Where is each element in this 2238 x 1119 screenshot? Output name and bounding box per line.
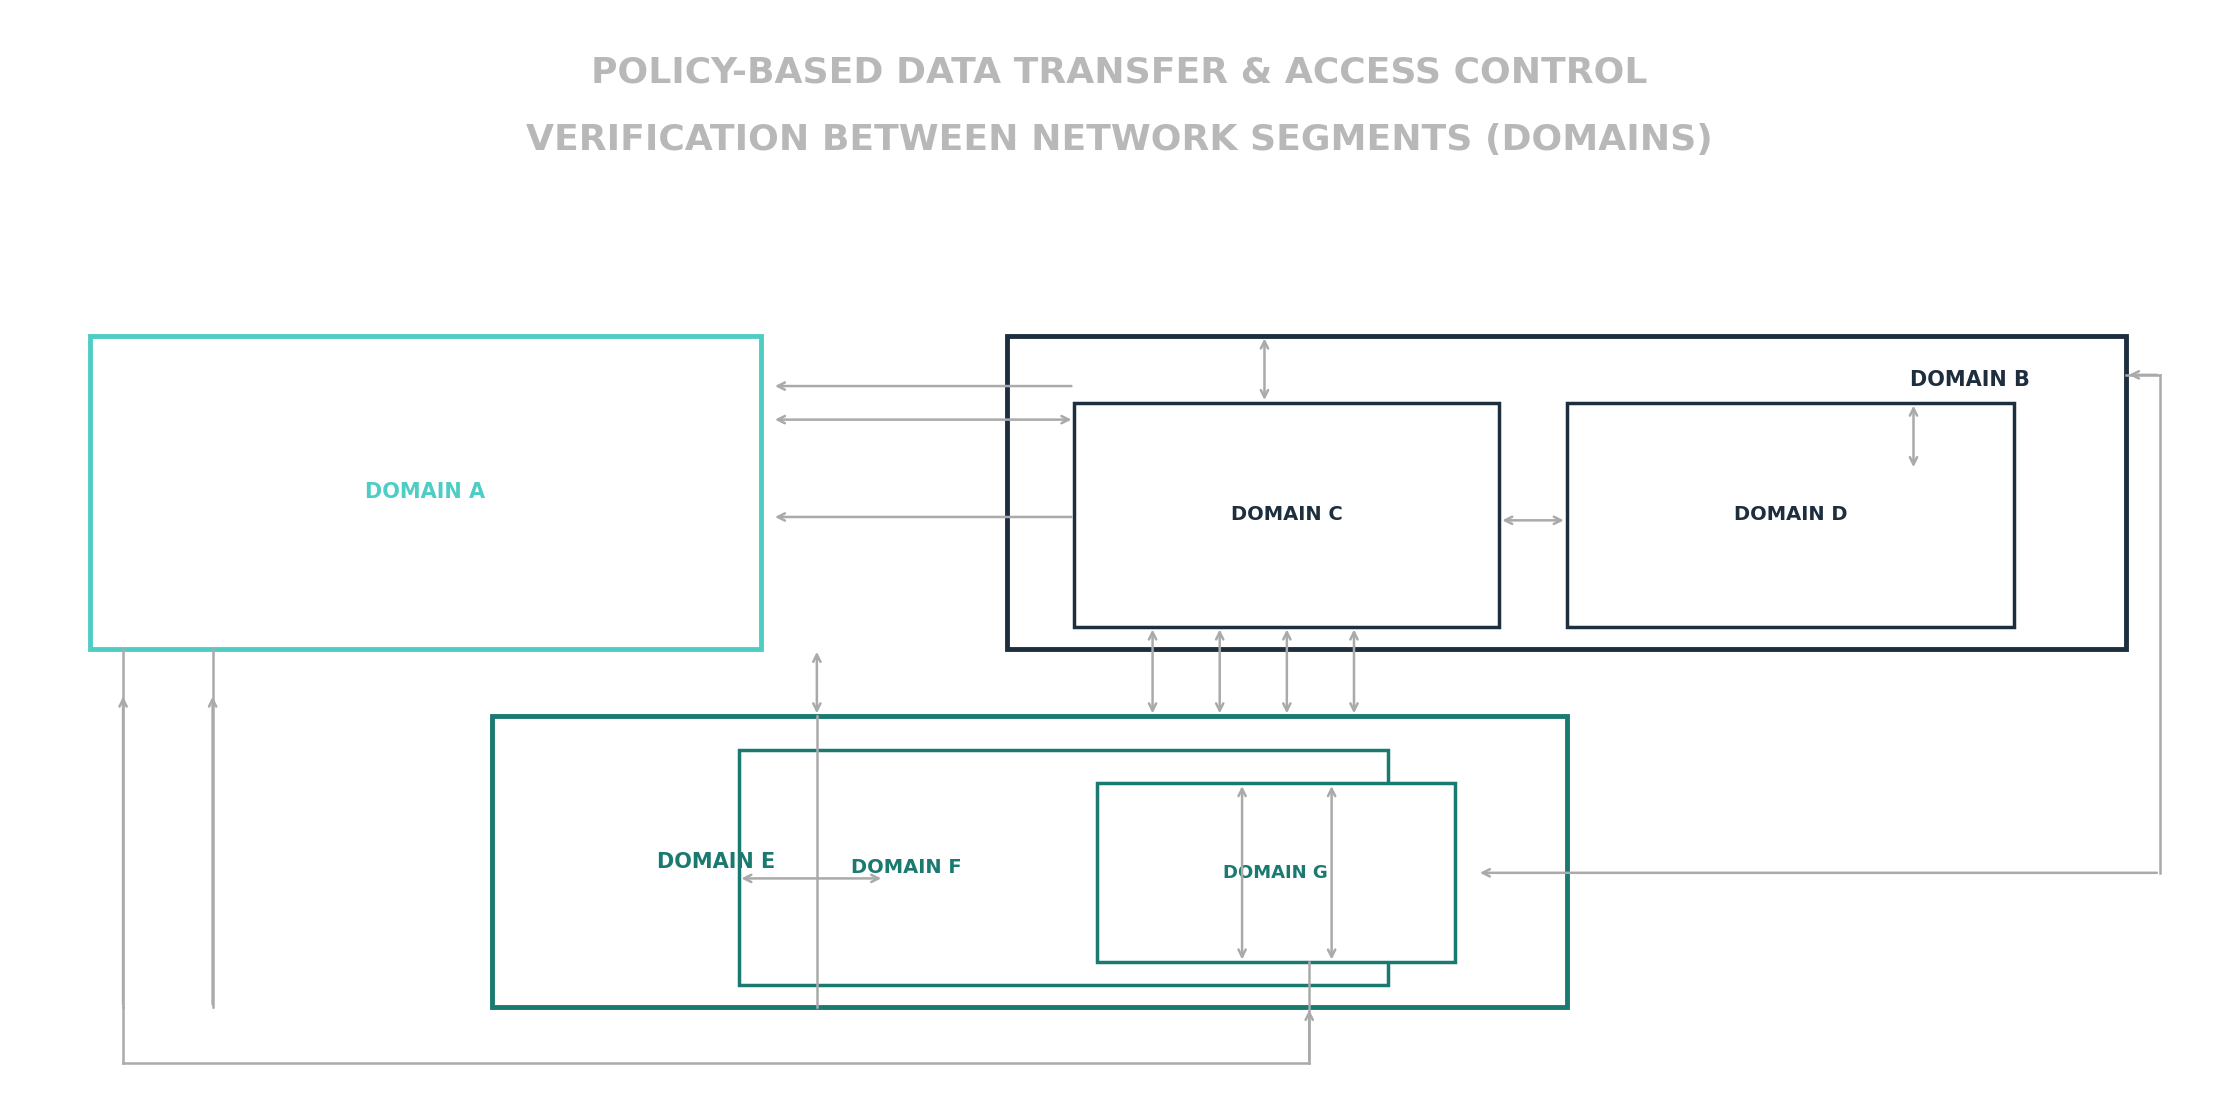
- Text: DOMAIN E: DOMAIN E: [658, 852, 774, 872]
- FancyBboxPatch shape: [1074, 403, 1499, 627]
- Text: DOMAIN D: DOMAIN D: [1734, 506, 1846, 524]
- FancyBboxPatch shape: [90, 336, 761, 649]
- FancyBboxPatch shape: [1007, 336, 2126, 649]
- FancyBboxPatch shape: [739, 750, 1388, 985]
- Text: VERIFICATION BETWEEN NETWORK SEGMENTS (DOMAINS): VERIFICATION BETWEEN NETWORK SEGMENTS (D…: [526, 123, 1712, 157]
- FancyBboxPatch shape: [1097, 783, 1455, 962]
- FancyBboxPatch shape: [492, 716, 1567, 1007]
- Text: DOMAIN B: DOMAIN B: [1909, 370, 2030, 391]
- Text: DOMAIN F: DOMAIN F: [850, 858, 962, 876]
- Text: DOMAIN A: DOMAIN A: [365, 482, 486, 502]
- Text: POLICY-BASED DATA TRANSFER & ACCESS CONTROL: POLICY-BASED DATA TRANSFER & ACCESS CONT…: [591, 56, 1647, 90]
- Text: DOMAIN G: DOMAIN G: [1224, 864, 1327, 882]
- Text: DOMAIN C: DOMAIN C: [1231, 506, 1343, 524]
- FancyBboxPatch shape: [1567, 403, 2014, 627]
